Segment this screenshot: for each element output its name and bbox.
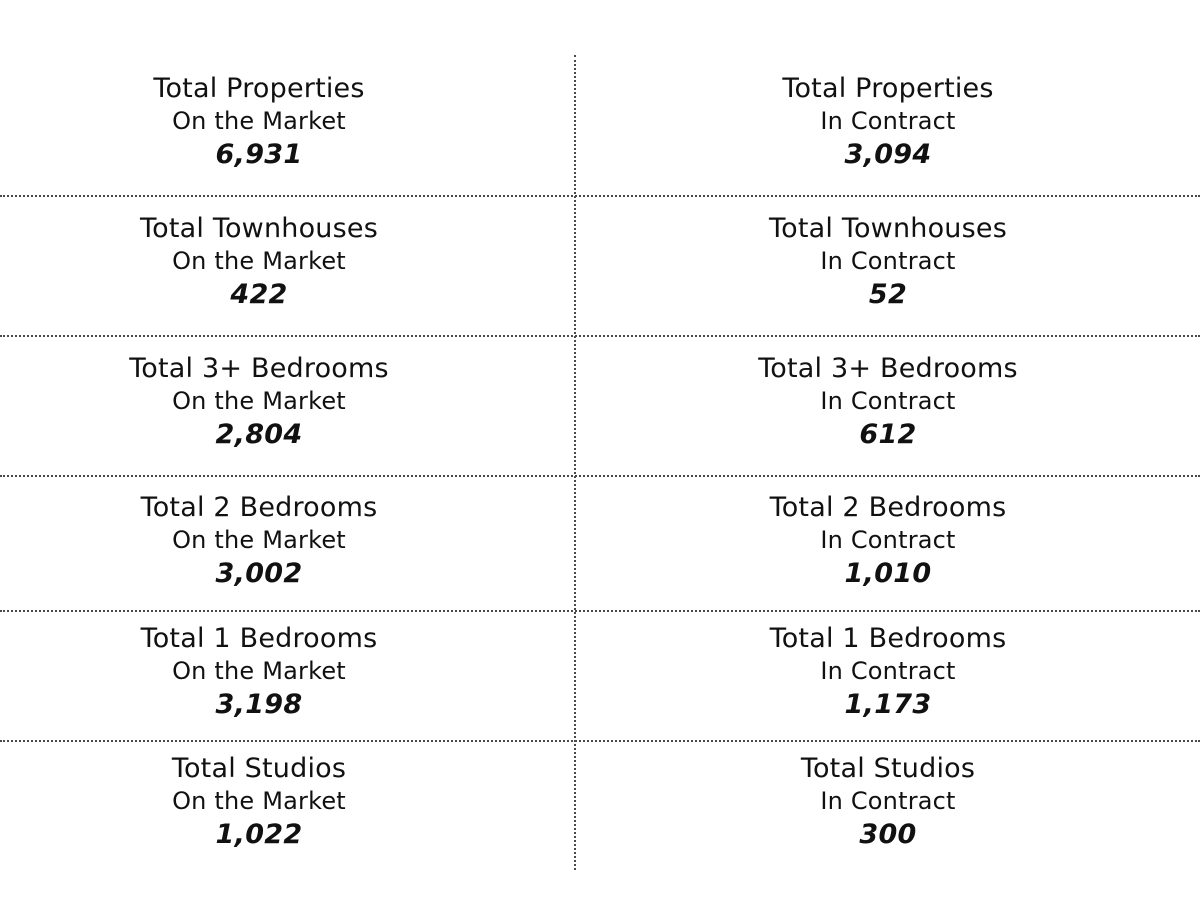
stat-subtitle: In Contract: [820, 787, 956, 815]
stat-cell-total-townhouses-in-contract: Total Townhouses In Contract 52: [576, 213, 1200, 313]
stat-title: Total 1 Bedrooms: [140, 623, 378, 654]
stat-title: Total Studios: [171, 753, 347, 784]
stat-cell-total-1-bedrooms-in-contract: Total 1 Bedrooms In Contract 1,173: [576, 623, 1200, 723]
stat-value: 612: [859, 419, 917, 450]
stat-title: Total Townhouses: [140, 213, 378, 244]
stat-title: Total 1 Bedrooms: [769, 623, 1007, 654]
stat-title: Total Townhouses: [769, 213, 1007, 244]
column-divider: [574, 55, 576, 870]
stat-value: 1,022: [215, 819, 303, 850]
stat-subtitle: On the Market: [172, 247, 346, 275]
stat-subtitle: On the Market: [172, 787, 346, 815]
stat-subtitle: In Contract: [820, 526, 956, 554]
stat-title: Total Properties: [782, 73, 994, 104]
stat-value: 6,931: [215, 139, 303, 170]
row-divider: [0, 475, 1200, 477]
stat-subtitle: On the Market: [172, 657, 346, 685]
stat-subtitle: In Contract: [820, 387, 956, 415]
stat-cell-total-2-bedrooms-on-market: Total 2 Bedrooms On the Market 3,002: [0, 492, 518, 592]
stat-value: 422: [230, 279, 288, 310]
stat-title: Total 3+ Bedrooms: [758, 353, 1018, 384]
stat-cell-total-3-plus-bedrooms-on-market: Total 3+ Bedrooms On the Market 2,804: [0, 353, 518, 453]
stat-cell-total-3-plus-bedrooms-in-contract: Total 3+ Bedrooms In Contract 612: [576, 353, 1200, 453]
stat-cell-total-townhouses-on-market: Total Townhouses On the Market 422: [0, 213, 518, 313]
stat-title: Total 3+ Bedrooms: [129, 353, 389, 384]
row-divider: [0, 195, 1200, 197]
stat-value: 3,094: [844, 139, 932, 170]
stat-title: Total 2 Bedrooms: [769, 492, 1007, 523]
stat-value: 3,002: [215, 558, 303, 589]
stats-grid: Total Properties On the Market 6,931 Tot…: [0, 55, 1200, 870]
stat-subtitle: In Contract: [820, 107, 956, 135]
stat-subtitle: On the Market: [172, 387, 346, 415]
stat-cell-total-1-bedrooms-on-market: Total 1 Bedrooms On the Market 3,198: [0, 623, 518, 723]
stat-subtitle: On the Market: [172, 526, 346, 554]
stat-value: 1,010: [844, 558, 932, 589]
stat-subtitle: On the Market: [172, 107, 346, 135]
stat-title: Total 2 Bedrooms: [140, 492, 378, 523]
stat-value: 1,173: [844, 689, 932, 720]
stat-subtitle: In Contract: [820, 247, 956, 275]
stat-value: 3,198: [215, 689, 303, 720]
stat-title: Total Properties: [153, 73, 365, 104]
stat-value: 300: [859, 819, 917, 850]
stat-cell-total-properties-in-contract: Total Properties In Contract 3,094: [576, 73, 1200, 173]
stat-value: 52: [868, 279, 908, 310]
stat-cell-total-studios-on-market: Total Studios On the Market 1,022: [0, 753, 518, 853]
stat-cell-total-properties-on-market: Total Properties On the Market 6,931: [0, 73, 518, 173]
row-divider: [0, 740, 1200, 742]
stat-title: Total Studios: [800, 753, 976, 784]
stat-cell-total-2-bedrooms-in-contract: Total 2 Bedrooms In Contract 1,010: [576, 492, 1200, 592]
row-divider: [0, 610, 1200, 612]
stat-subtitle: In Contract: [820, 657, 956, 685]
stat-value: 2,804: [215, 419, 303, 450]
stat-cell-total-studios-in-contract: Total Studios In Contract 300: [576, 753, 1200, 853]
row-divider: [0, 335, 1200, 337]
